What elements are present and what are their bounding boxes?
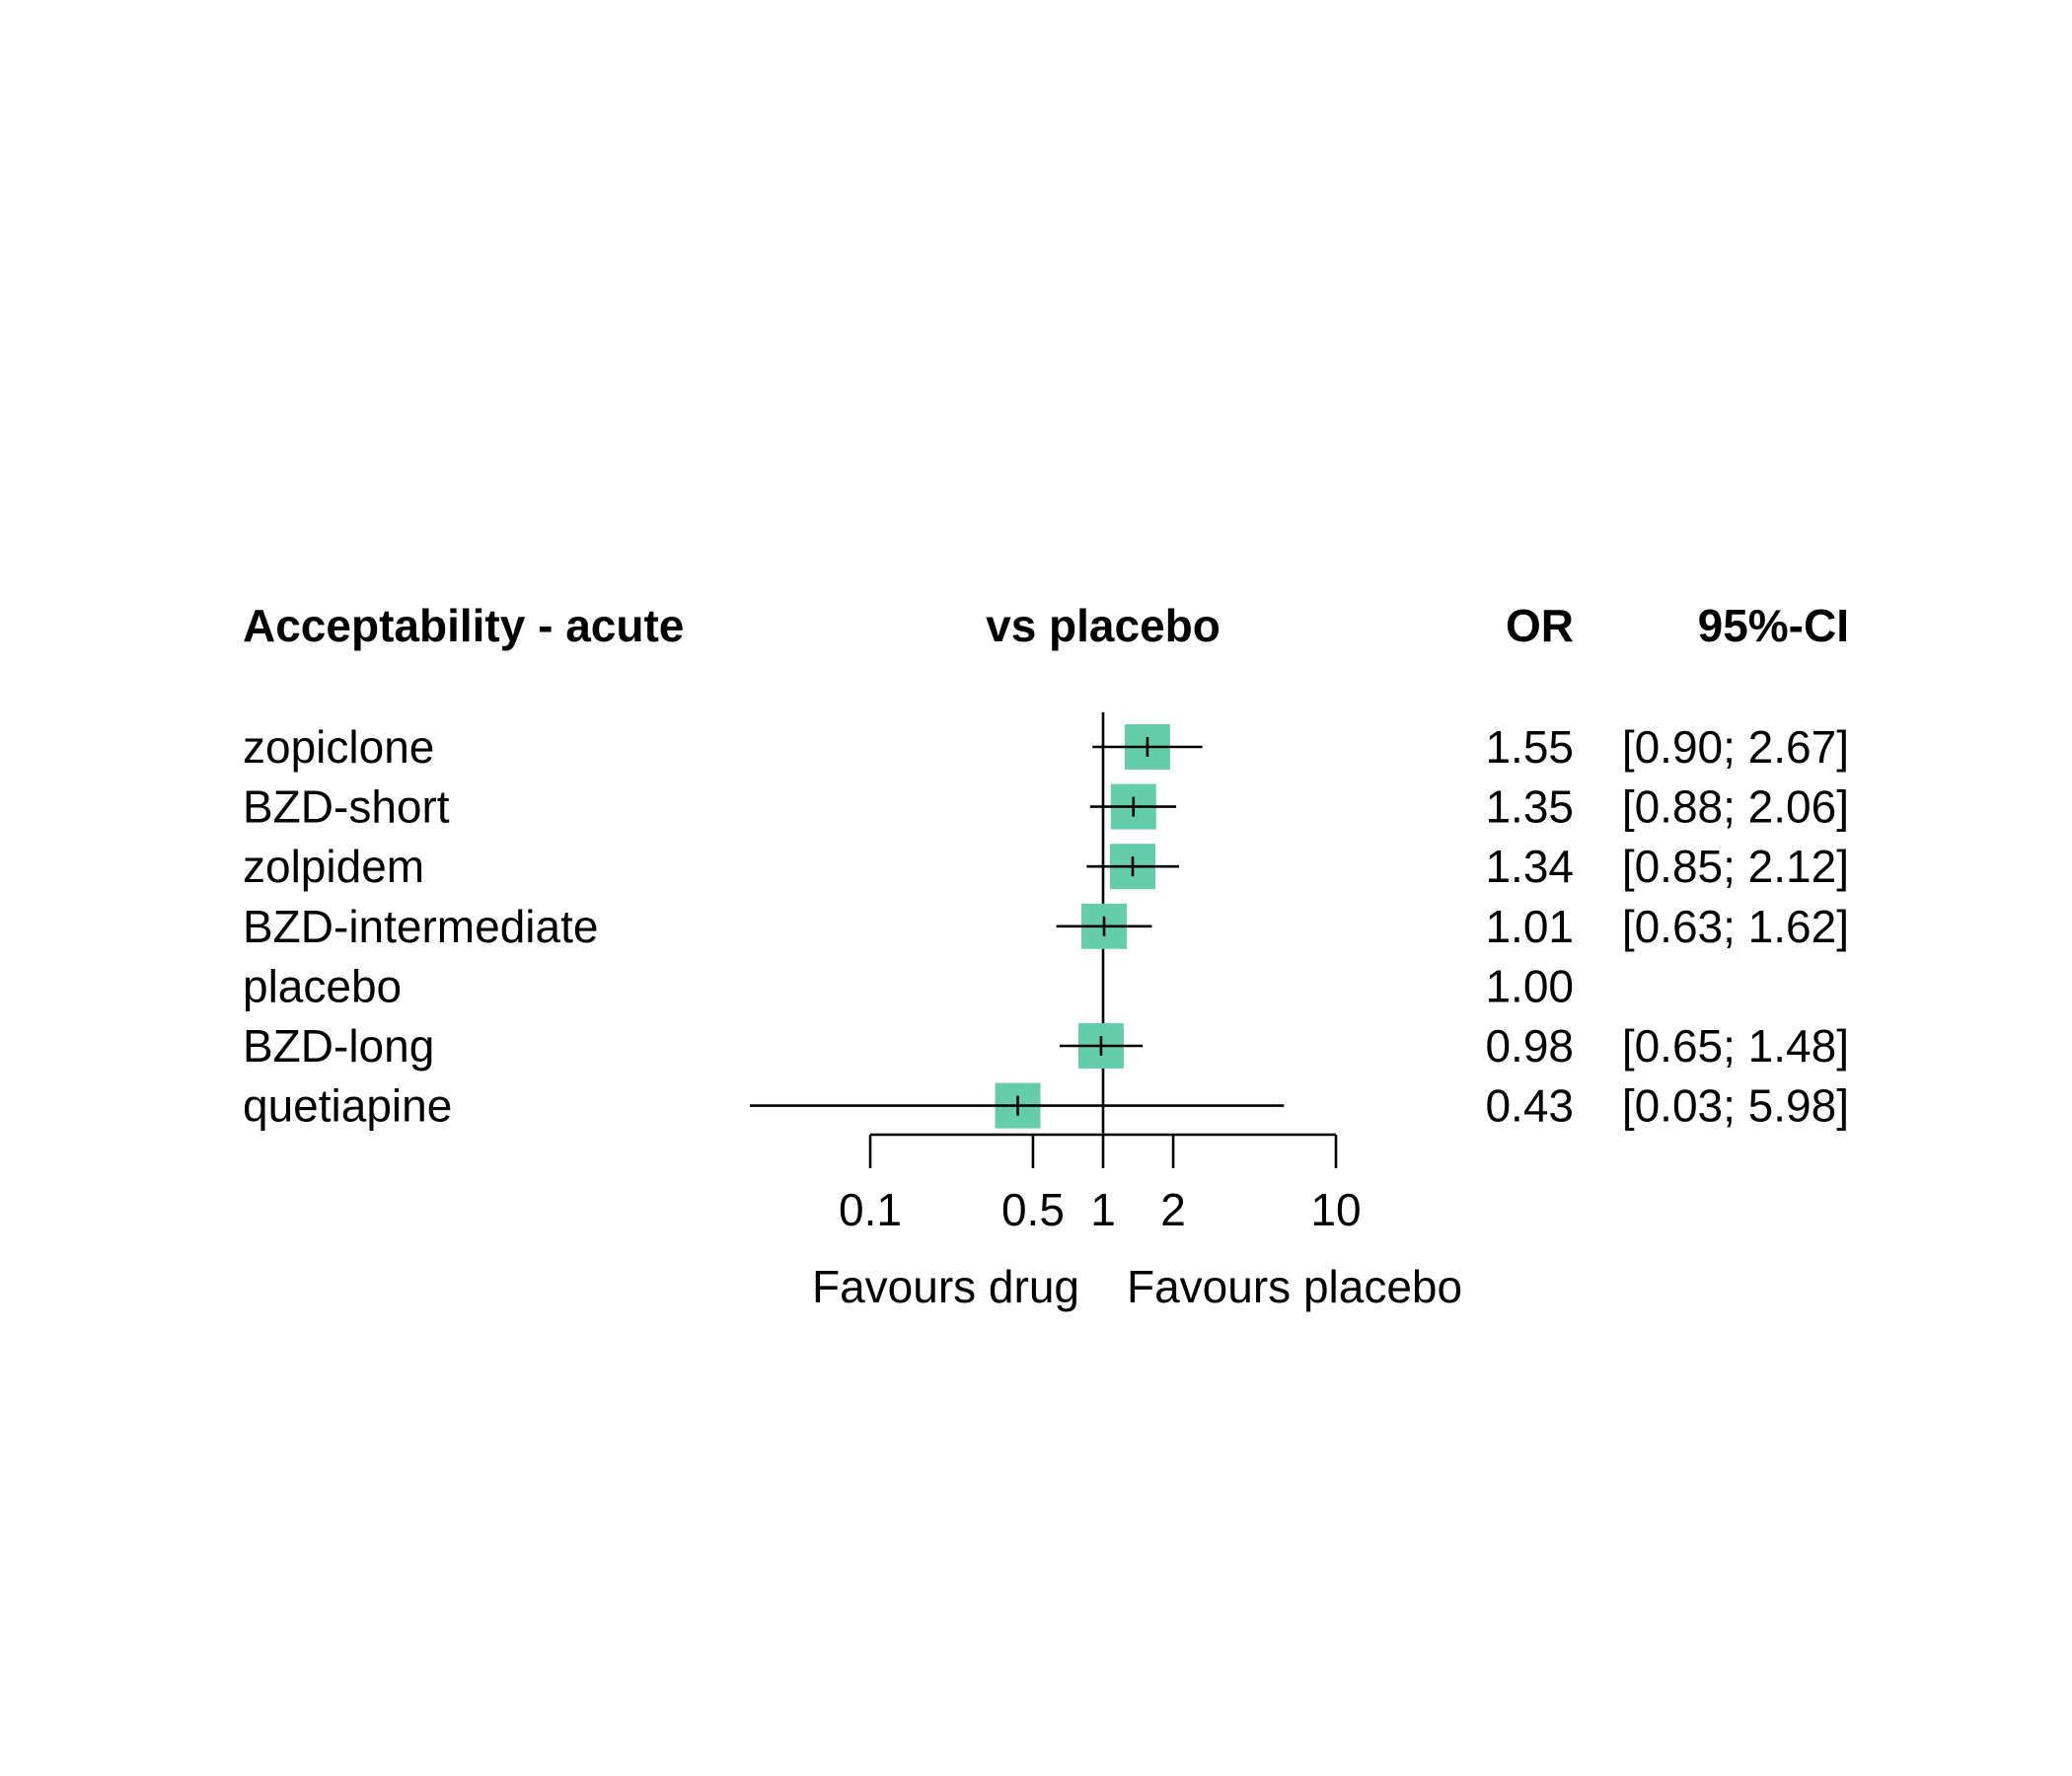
row-label: BZD-long [243, 1020, 434, 1072]
favours-left-label: Favours drug [812, 1261, 1079, 1312]
row-or-value: 1.00 [1485, 960, 1574, 1011]
x-axis: 0.1 0.5 1 2 10 [839, 1133, 1362, 1235]
comparison-header: vs placebo [986, 600, 1221, 651]
row-ci-value: [0.88; 2.06] [1622, 781, 1849, 833]
row-ci-value: [0.03; 5.98] [1622, 1080, 1849, 1132]
x-tick-label: 0.5 [1001, 1184, 1065, 1235]
or-column-header: OR [1506, 600, 1574, 651]
forest-rows: zopiclone 1.55 [0.90; 2.67] BZD-short 1.35 [0… [243, 712, 1849, 1134]
row-or-value: 1.35 [1485, 781, 1574, 833]
row-label: quetiapine [243, 1080, 452, 1132]
row-label: placebo [243, 960, 402, 1011]
ci-column-header: 95%-CI [1698, 600, 1849, 651]
row-label: zopiclone [243, 721, 434, 773]
chart-title: Acceptability - acute [243, 600, 684, 651]
row-or-value: 0.98 [1485, 1020, 1574, 1072]
row-or-value: 0.43 [1485, 1080, 1574, 1132]
row-or-value: 1.34 [1485, 841, 1574, 892]
row-label: zolpidem [243, 841, 424, 892]
favours-right-label: Favours placebo [1127, 1261, 1462, 1312]
row-ci-value: [0.85; 2.12] [1622, 841, 1849, 892]
x-tick-label: 1 [1090, 1184, 1116, 1235]
row-ci-value: [0.90; 2.67] [1622, 721, 1849, 773]
row-ci-value: [0.63; 1.62] [1622, 901, 1849, 952]
row-label: BZD-short [243, 781, 450, 833]
row-or-value: 1.55 [1485, 721, 1574, 773]
x-tick-label: 0.1 [839, 1184, 902, 1235]
row-or-value: 1.01 [1485, 901, 1574, 952]
x-tick-label: 10 [1310, 1184, 1361, 1235]
x-tick-label: 2 [1160, 1184, 1186, 1235]
row-ci-value: [0.65; 1.48] [1622, 1020, 1849, 1072]
row-label: BZD-intermediate [243, 901, 598, 952]
